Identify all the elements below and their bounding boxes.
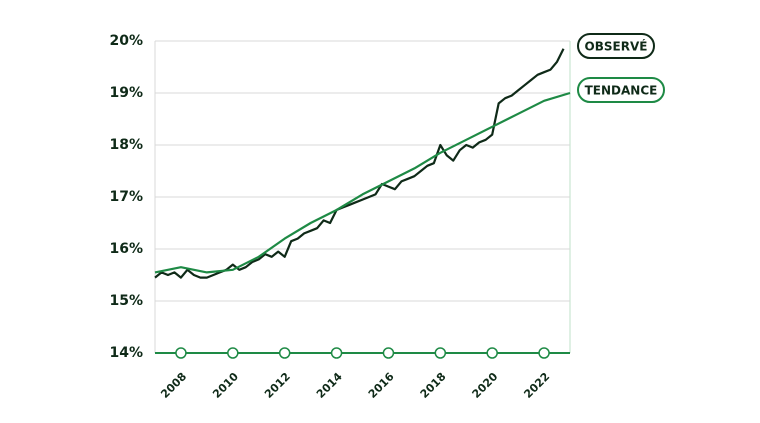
- x-tick-label: 2022: [521, 370, 552, 401]
- y-tick-label: 16%: [109, 241, 143, 257]
- x-tick-mark: [278, 347, 291, 359]
- x-tick-mark: [486, 347, 498, 359]
- legend-label: OBSERVÉ: [585, 39, 648, 54]
- y-tick-label: 20%: [109, 33, 143, 49]
- y-tick-label: 15%: [109, 293, 143, 309]
- x-tick-label: 2018: [418, 370, 449, 401]
- x-tick-mark: [227, 347, 239, 359]
- x-tick-label: 2016: [366, 370, 397, 401]
- y-tick-label: 14%: [109, 345, 143, 361]
- x-tick-mark: [434, 347, 447, 359]
- x-tick-label: 2020: [470, 370, 501, 401]
- legend-box: [577, 33, 655, 59]
- legend-box: [577, 77, 665, 103]
- x-tick-label: 2014: [314, 370, 345, 401]
- x-tick-mark: [330, 347, 343, 359]
- series-line: [154, 48, 565, 279]
- legend-label: TENDANCE: [585, 84, 658, 98]
- x-tick-mark: [382, 347, 395, 359]
- y-tick-label: 17%: [109, 189, 143, 205]
- x-tick-label: 2008: [158, 370, 189, 401]
- x-tick-label: 2010: [210, 370, 241, 401]
- y-tick-label: 19%: [109, 85, 143, 101]
- series-line: [154, 91, 571, 274]
- y-tick-label: 18%: [109, 137, 143, 153]
- x-tick-mark: [538, 347, 550, 359]
- x-tick-label: 2012: [262, 370, 293, 401]
- x-tick-mark: [175, 347, 187, 359]
